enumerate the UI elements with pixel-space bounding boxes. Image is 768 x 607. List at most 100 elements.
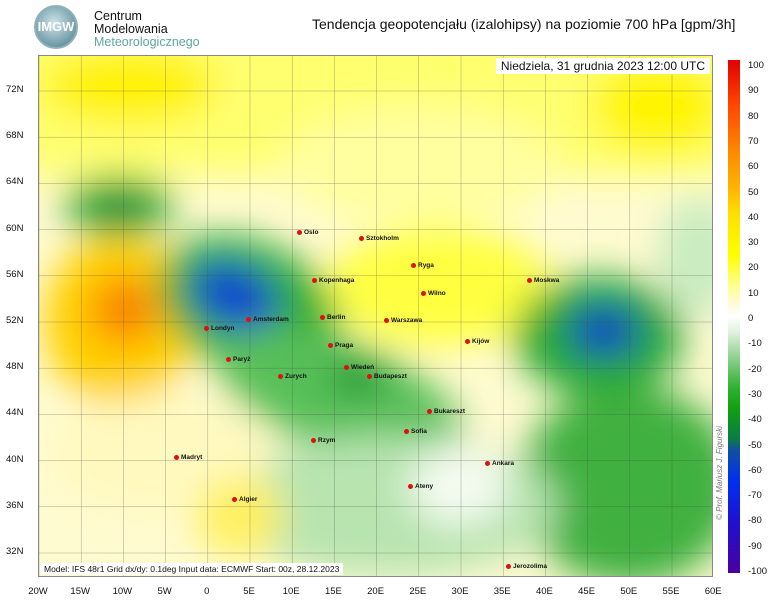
city-dot bbox=[465, 338, 470, 344]
city-name: Budapeszt bbox=[374, 373, 407, 380]
lon-label: 15E bbox=[324, 586, 342, 597]
city-name: Ankara bbox=[492, 460, 515, 467]
colorbar-label: -90 bbox=[748, 540, 762, 552]
city-name: Oslo bbox=[304, 229, 319, 236]
city-marker: Warszawa bbox=[384, 317, 422, 324]
city-name: Kijów bbox=[472, 338, 490, 345]
city-name: Warszawa bbox=[391, 317, 423, 324]
colorbar-label: -60 bbox=[748, 464, 762, 476]
city-name: Praga bbox=[335, 342, 354, 349]
geopotential-field bbox=[39, 56, 712, 576]
lat-label: 68N bbox=[6, 130, 24, 142]
lon-label: 45E bbox=[578, 586, 596, 597]
lon-label: 10W bbox=[112, 586, 133, 597]
lon-label: 50E bbox=[620, 586, 638, 597]
city-marker: Ankara bbox=[485, 460, 514, 467]
city-dot bbox=[485, 460, 490, 466]
city-marker: Oslo bbox=[297, 229, 318, 236]
city-name: Rzym bbox=[318, 437, 336, 444]
city-dot bbox=[320, 314, 325, 320]
city-marker: Zurych bbox=[278, 373, 307, 380]
colorbar-label: 80 bbox=[748, 110, 759, 122]
lat-label: 64N bbox=[6, 176, 24, 188]
city-dot bbox=[174, 454, 179, 460]
city-name: Moskwa bbox=[534, 277, 560, 284]
city-dot bbox=[367, 373, 372, 379]
forecast-map: Niedziela, 31 grudnia 2023 12:00 UTC Mod… bbox=[38, 55, 713, 577]
city-dot bbox=[232, 496, 237, 502]
city-marker: Budapeszt bbox=[367, 373, 407, 380]
city-marker: Sofia bbox=[404, 428, 427, 435]
city-name: Wilno bbox=[428, 290, 446, 297]
lat-label: 32N bbox=[6, 546, 24, 557]
lon-label: 35E bbox=[493, 586, 511, 597]
city-marker: Sztokholm bbox=[359, 235, 399, 242]
imgw-logo: IMGW bbox=[34, 5, 78, 49]
city-name: Madryt bbox=[181, 454, 203, 461]
credit: © Prof. Mariusz J. Figurski bbox=[715, 426, 724, 520]
lon-label: 20E bbox=[367, 586, 385, 597]
city-marker: Berlin bbox=[320, 314, 345, 321]
city-dot bbox=[421, 290, 426, 296]
city-marker: Moskwa bbox=[527, 277, 559, 284]
colorbar-label: -70 bbox=[748, 490, 762, 502]
lon-label: 40E bbox=[535, 586, 553, 597]
colorbar-label: -20 bbox=[748, 363, 762, 375]
lon-label: 20W bbox=[28, 586, 48, 597]
city-marker: Jerozolima bbox=[506, 563, 547, 570]
city-name: Zurych bbox=[285, 373, 307, 380]
colorbar-label: 60 bbox=[748, 161, 759, 173]
map-title: Tendencja geopotencjału (izalohipsy) na … bbox=[312, 16, 736, 32]
city-dot bbox=[204, 325, 209, 331]
city-name: Londyn bbox=[211, 325, 235, 332]
city-name: Wiedeń bbox=[351, 364, 375, 371]
city-marker: Madryt bbox=[174, 454, 202, 461]
city-dot bbox=[226, 356, 231, 362]
colorbar-label: 10 bbox=[748, 287, 759, 299]
city-marker: Londyn bbox=[204, 325, 234, 332]
city-dot bbox=[312, 277, 317, 283]
city-dot bbox=[328, 342, 333, 348]
city-marker: Rzym bbox=[311, 437, 335, 444]
colorbar-label: -80 bbox=[748, 515, 762, 527]
colorbar-label: 20 bbox=[748, 262, 759, 274]
colorbar-label: 100 bbox=[748, 60, 764, 71]
city-name: Ryga bbox=[418, 262, 434, 269]
city-dot bbox=[527, 277, 532, 283]
city-dot bbox=[384, 317, 389, 323]
city-name: Berlin bbox=[327, 314, 346, 321]
city-marker: Paryż bbox=[226, 356, 250, 363]
lat-label: 40N bbox=[6, 453, 24, 465]
city-dot bbox=[246, 316, 251, 322]
city-marker: Amsterdam bbox=[246, 316, 289, 323]
city-dot bbox=[344, 364, 349, 370]
city-name: Jerozolima bbox=[513, 563, 547, 570]
lon-label: 10E bbox=[282, 586, 300, 597]
colorbar-label: 0 bbox=[748, 313, 754, 324]
lon-label: 55E bbox=[662, 586, 680, 597]
logo-text: IMGW bbox=[37, 19, 75, 34]
lat-label: 48N bbox=[6, 361, 24, 373]
colorbar-label: -30 bbox=[748, 388, 762, 400]
colorbar bbox=[728, 60, 740, 573]
colorbar-label: 30 bbox=[748, 237, 759, 249]
city-marker: Algier bbox=[232, 496, 257, 503]
lon-label: 5W bbox=[157, 586, 172, 597]
city-name: Amsterdam bbox=[253, 316, 289, 323]
city-marker: Wilno bbox=[421, 290, 446, 297]
model-info: Model: IFS 48r1 Grid dx/dy: 0.1deg Input… bbox=[40, 563, 344, 575]
city-name: Kopenhaga bbox=[319, 277, 355, 284]
lon-label: 5E bbox=[243, 586, 255, 597]
city-name: Paryż bbox=[233, 356, 251, 363]
city-dot bbox=[404, 428, 409, 434]
city-marker: Kijów bbox=[465, 338, 489, 345]
city-marker: Praga bbox=[328, 342, 353, 349]
city-dot bbox=[427, 408, 432, 414]
lat-label: 72N bbox=[6, 84, 24, 95]
lon-label: 30E bbox=[451, 586, 469, 597]
lon-label: 15W bbox=[70, 586, 90, 597]
colorbar-label: -40 bbox=[748, 414, 762, 426]
city-marker: Ryga bbox=[411, 262, 434, 269]
city-marker: Bukareszt bbox=[427, 408, 465, 415]
lat-label: 52N bbox=[6, 315, 24, 326]
